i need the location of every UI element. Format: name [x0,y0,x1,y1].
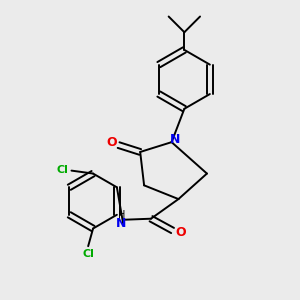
Text: Cl: Cl [57,165,69,175]
Text: O: O [106,136,117,148]
Text: H: H [118,210,125,220]
Text: O: O [175,226,186,239]
Text: N: N [116,217,127,230]
Text: N: N [170,133,181,146]
Text: Cl: Cl [82,249,94,259]
